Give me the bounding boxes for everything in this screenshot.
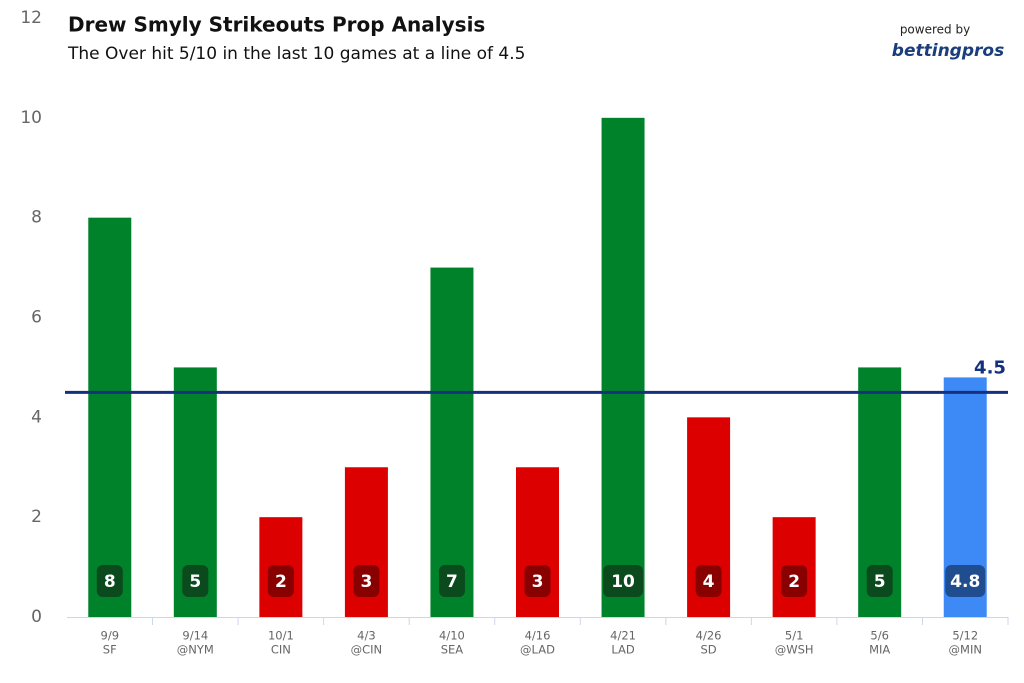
x-tick-label: SEA xyxy=(441,643,464,657)
chart-title: Drew Smyly Strikeouts Prop Analysis xyxy=(68,13,485,37)
y-tick-label: 12 xyxy=(20,8,42,28)
x-tick-label: @WSH xyxy=(775,643,814,657)
bar xyxy=(601,117,645,617)
value-label: 3 xyxy=(532,572,544,592)
x-tick-label: 9/9 xyxy=(101,629,120,643)
value-label-box xyxy=(781,565,808,597)
credit: powered by xyxy=(900,23,970,37)
value-label-box xyxy=(353,565,380,597)
value-label: 3 xyxy=(360,572,372,592)
x-tick-label: @LAD xyxy=(520,643,555,657)
x-tick-label: SD xyxy=(701,643,717,657)
y-tick-label: 6 xyxy=(31,308,42,328)
x-tick-label: 4/16 xyxy=(525,629,551,643)
x-tick-label: 10/1 xyxy=(268,629,294,643)
x-tick-label: 4/10 xyxy=(439,629,465,643)
value-label-box xyxy=(96,565,123,597)
value-label-box xyxy=(267,565,294,597)
brand: bettingpros xyxy=(892,41,1004,61)
x-tick-label: 5/1 xyxy=(785,629,804,643)
value-label: 10 xyxy=(611,572,635,592)
y-tick-label: 0 xyxy=(31,607,42,627)
x-tick-label: 5/12 xyxy=(952,629,978,643)
x-tick-label: @MIN xyxy=(949,643,982,657)
value-label: 4.8 xyxy=(950,572,980,592)
x-tick-label: 4/21 xyxy=(610,629,636,643)
value-label: 2 xyxy=(275,572,287,592)
bar xyxy=(430,267,474,617)
value-label-box xyxy=(603,565,644,597)
bar xyxy=(88,217,132,617)
value-label: 7 xyxy=(446,572,458,592)
x-tick-label: 5/6 xyxy=(870,629,889,643)
y-tick-label: 10 xyxy=(20,108,42,128)
value-label-box xyxy=(945,565,986,597)
x-tick-label: MIA xyxy=(869,643,890,657)
value-label: 8 xyxy=(104,572,116,592)
y-tick-label: 4 xyxy=(31,407,42,427)
value-label-box xyxy=(524,565,551,597)
value-label-box xyxy=(182,565,209,597)
y-tick-label: 8 xyxy=(31,208,42,228)
value-label: 4 xyxy=(703,572,715,592)
x-tick-label: LAD xyxy=(611,643,635,657)
value-label-box xyxy=(438,565,465,597)
x-tick-label: CIN xyxy=(271,643,291,657)
x-tick-label: 4/26 xyxy=(696,629,722,643)
x-tick-label: 4/3 xyxy=(357,629,376,643)
x-tick-label: @NYM xyxy=(177,643,214,657)
value-label: 5 xyxy=(874,572,886,592)
y-tick-label: 2 xyxy=(31,507,42,527)
value-label: 2 xyxy=(788,572,800,592)
x-tick-label: SF xyxy=(103,643,117,657)
value-label-box xyxy=(866,565,893,597)
x-tick-label: @CIN xyxy=(351,643,383,657)
value-label: 5 xyxy=(189,572,201,592)
chart-subtitle: The Over hit 5/10 in the last 10 games a… xyxy=(67,44,525,64)
value-label-box xyxy=(695,565,722,597)
x-tick-label: 9/14 xyxy=(182,629,208,643)
prop-line-label: 4.5 xyxy=(974,357,1006,378)
